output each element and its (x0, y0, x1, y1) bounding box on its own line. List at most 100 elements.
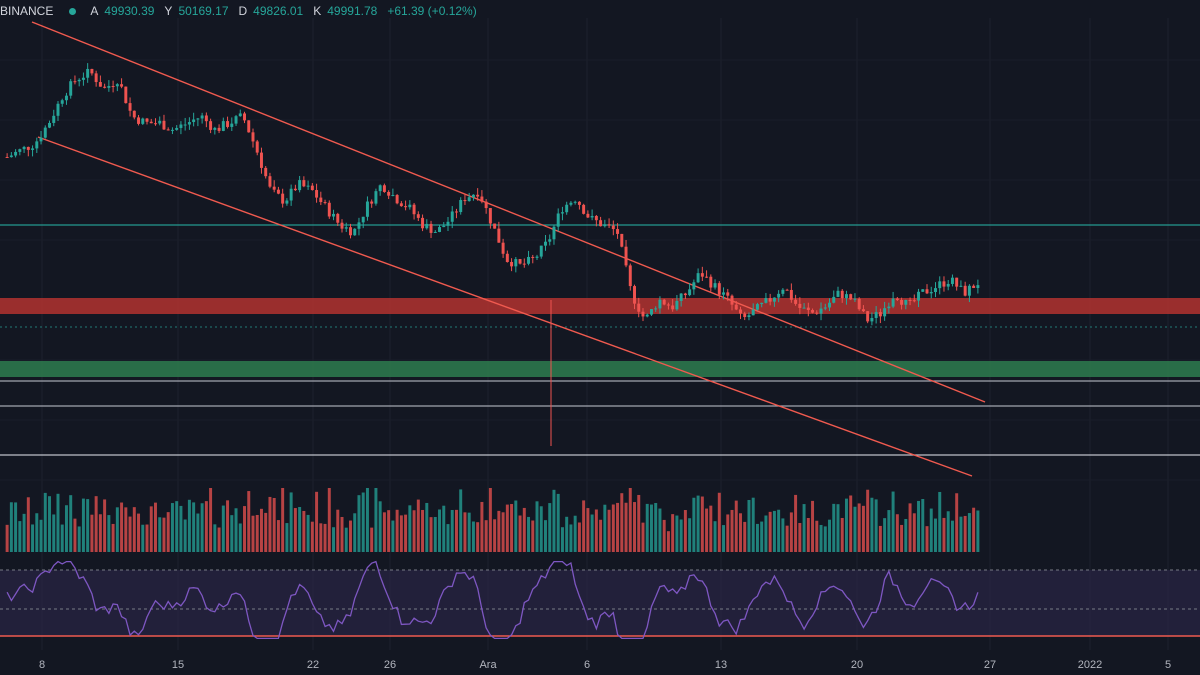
volume-bar-112 (480, 501, 484, 552)
candle-body-9 (43, 127, 47, 138)
candle-body-1 (9, 155, 13, 158)
volume-bar-107 (459, 489, 463, 552)
volume-bar-149 (637, 494, 641, 552)
price-zones (0, 224, 1200, 456)
volume-bar-201 (857, 503, 861, 552)
candle-body-60 (259, 152, 263, 168)
candle-body-196 (836, 290, 840, 297)
candle-body-121 (518, 259, 522, 264)
volume-bar-7 (35, 513, 39, 552)
candle-body-202 (861, 309, 865, 312)
candle-body-69 (298, 180, 302, 191)
volume-bar-125 (535, 501, 539, 552)
candle-body-138 (590, 215, 594, 218)
volume-bar-207 (883, 518, 887, 552)
x-tick-label-7: 20 (851, 659, 863, 671)
volume-bar-156 (666, 531, 670, 552)
volume-bar-1 (9, 502, 13, 552)
volume-bar-153 (654, 503, 658, 552)
candle-body-89 (382, 185, 386, 192)
candle-body-115 (493, 223, 497, 229)
volume-bar-43 (187, 499, 191, 552)
volume-bar-68 (293, 508, 297, 552)
volume-bar-42 (183, 519, 187, 552)
volume-bar-160 (683, 510, 687, 552)
volume-bar-11 (52, 514, 56, 552)
exchange-label: BINANCE (0, 4, 54, 18)
volume-bar-39 (170, 503, 174, 552)
volume-bar-110 (471, 521, 475, 552)
candle-body-19 (86, 68, 90, 78)
candle-body-212 (904, 299, 908, 305)
candle-body-11 (52, 115, 56, 123)
candle-body-83 (357, 222, 361, 229)
trendline-0 (31, 21, 541, 225)
volume-bar-58 (251, 515, 255, 552)
volume-bar-56 (243, 506, 246, 552)
candle-body-161 (688, 289, 692, 296)
volume-bar-215 (917, 500, 921, 552)
x-tick-label-8: 27 (984, 659, 996, 671)
candle-body-165 (705, 276, 709, 278)
volume-bar-76 (327, 488, 331, 552)
candle-body-145 (620, 233, 624, 247)
candle-body-61 (264, 167, 268, 177)
volume-bar-179 (764, 515, 768, 552)
volume-bar-144 (616, 502, 620, 552)
candle-body-75 (323, 202, 327, 204)
x-tick-label-10: 5 (1165, 659, 1171, 671)
volume-bar-35 (154, 502, 157, 552)
volume-bar-154 (658, 508, 662, 552)
candle-body-180 (768, 298, 772, 302)
candle-body-45 (196, 118, 200, 120)
candle-body-81 (349, 227, 352, 236)
volume-bar-159 (679, 519, 683, 552)
candle-body-123 (527, 256, 531, 264)
volume-bar-198 (844, 498, 848, 552)
volume-bar-196 (836, 504, 840, 552)
volume-bar-228 (972, 507, 976, 552)
candle-body-227 (967, 285, 971, 296)
candle-body-43 (187, 122, 191, 125)
open-label: A (90, 4, 99, 18)
candle-body-218 (929, 292, 933, 294)
volume-bar-148 (633, 502, 636, 552)
volume-bar-197 (840, 517, 844, 552)
x-tick-label-6: 13 (715, 659, 727, 671)
volume-bar-118 (505, 504, 509, 552)
volume-bar-204 (870, 497, 874, 552)
volume-bar-145 (620, 493, 624, 552)
close-label: K (313, 4, 322, 18)
volume-bar-5 (26, 497, 30, 552)
candle-body-33 (145, 118, 149, 122)
volume-bar-152 (649, 504, 653, 552)
candle-body-185 (789, 289, 793, 300)
candle-body-216 (921, 289, 925, 292)
volume-bar-171 (730, 509, 734, 552)
volume-bar-55 (238, 523, 242, 552)
candle-body-63 (272, 186, 276, 190)
candle-body-148 (633, 286, 636, 304)
candle-body-188 (802, 307, 806, 309)
volume-bar-193 (823, 526, 827, 552)
volume-bar-108 (463, 512, 467, 552)
candle-body-205 (874, 312, 878, 318)
candle-body-49 (213, 127, 217, 130)
candle-body-79 (340, 222, 344, 229)
candle-body-204 (870, 317, 874, 322)
candle-body-177 (755, 304, 759, 310)
candle-body-106 (454, 211, 458, 213)
candle-body-94 (404, 206, 408, 208)
volume-bar-52 (226, 500, 230, 552)
candle-body-57 (247, 120, 251, 133)
volume-bar-37 (162, 517, 166, 552)
trendlines (31, 21, 986, 477)
volume-bar-83 (357, 495, 361, 552)
candle-body-176 (751, 309, 755, 316)
candle-body-144 (616, 229, 620, 234)
candle-body-44 (192, 119, 196, 123)
volume-bar-104 (446, 524, 450, 552)
candle-body-20 (90, 68, 94, 74)
volume-bar-65 (281, 488, 285, 552)
